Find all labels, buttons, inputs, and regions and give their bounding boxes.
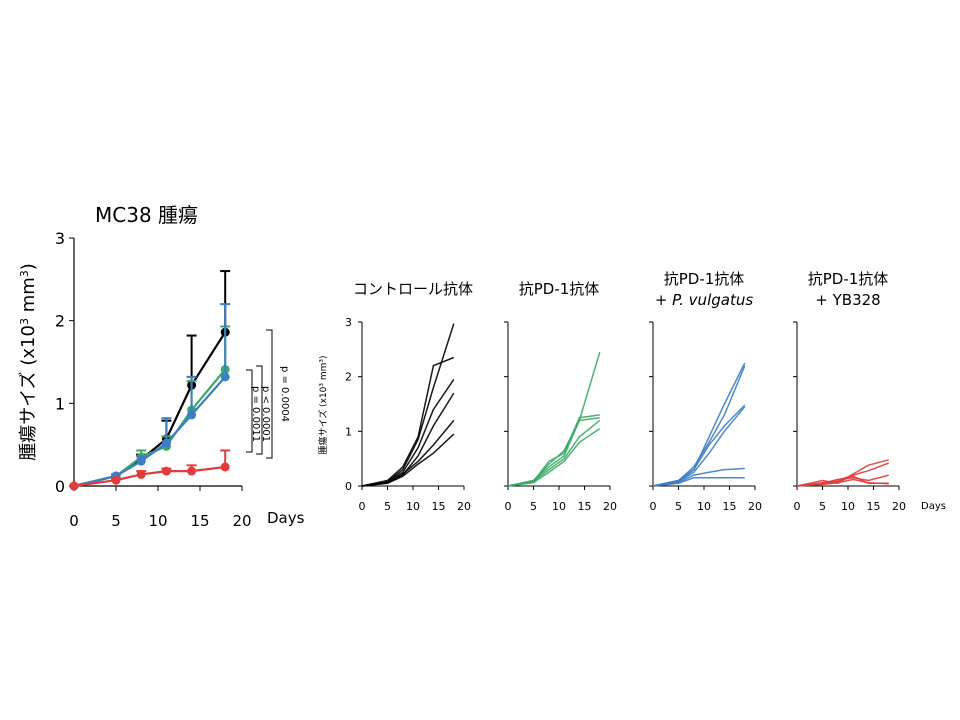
small-chart-1: コントロール抗体 0 1 2 3 0 5 10 15 20 [345,280,473,513]
left-y-axis-label-close: ) [18,263,39,270]
small-chart-4: 抗PD-1抗体 + YB328 0 5 10 15 20 [793,270,906,513]
individual-curve [361,419,455,487]
left-series-1 [69,325,231,491]
small-chart-subtitle: + P. vulgatus [655,291,754,309]
small-x-tick-label: 20 [748,500,762,513]
left-data-point [220,462,230,472]
left-data-point [111,475,121,485]
small-x-tick-label: 0 [650,500,657,513]
left-data-point [136,469,146,479]
small-x-tick-label: 15 [867,500,881,513]
small-x-tick-label: 5 [675,500,682,513]
small-x-tick-label: 15 [432,500,446,513]
left-series-line [73,368,227,488]
left-data-point [220,372,230,382]
small-x-tick-label: 10 [406,500,420,513]
left-x-tick-label: 5 [111,512,121,530]
individual-curve [652,477,745,487]
left-series-line [73,331,227,488]
individual-curve [361,378,455,487]
significance-brackets: p = 0.0011 p < 0.0001 p = 0.0004 [246,329,290,459]
individual-curves-panel: 腫瘍サイズ (x10³ mm³) Days コントロール抗体 0 1 2 3 0 5 10 15… [317,270,946,513]
left-y-tick-label: 3 [55,229,65,248]
left-x-tick-label: 20 [232,512,251,530]
left-x-tick-label: 10 [148,512,167,530]
bracket-1 [246,369,253,453]
left-series-2 [69,303,231,491]
small-x-tick-label: 5 [819,500,826,513]
small-chart-title: 抗PD-1抗体 [808,270,889,288]
small-y-tick-label: 1 [345,425,352,438]
pvalue-3: p = 0.0004 [279,366,290,422]
individual-curve [796,478,889,487]
small-chart-3: 抗PD-1抗体 + P. vulgatus 0 5 10 15 20 [649,270,762,513]
individual-curve [361,323,455,487]
left-chart-title: MC38 腫瘍 [95,203,198,227]
right-x-axis-label: Days [921,501,946,512]
individual-curve [652,362,746,487]
small-x-tick-label: 5 [530,500,537,513]
small-chart-title: 抗PD-1抗体 [664,270,745,288]
individual-curve [361,356,455,487]
individual-curve [361,433,455,487]
left-y-tick-label: 1 [55,394,65,413]
left-y-axis-label-sup1: 3 [18,318,31,325]
small-chart-subtitle: + YB328 [815,291,880,309]
individual-curve [507,414,600,487]
left-x-tick-label: 0 [69,512,79,530]
left-x-axis-label: Days [267,509,305,527]
small-x-tick-label: 15 [578,500,592,513]
small-x-tick-label: 20 [892,500,906,513]
individual-curve [507,416,600,487]
small-x-tick-label: 10 [841,500,855,513]
pvalue-1: p = 0.0011 [250,386,261,442]
bracket-3 [266,329,273,459]
left-series-line [73,376,227,488]
left-series-line [73,465,226,488]
individual-curve [507,419,601,487]
small-x-tick-label: 10 [552,500,566,513]
left-data-point [136,456,146,466]
individual-curve [652,406,746,487]
pvalue-2: p < 0.0001 [260,386,271,442]
small-y-tick-label: 2 [345,371,352,384]
individual-curve [652,365,746,487]
small-chart-title: コントロール抗体 [353,280,473,298]
small-x-tick-label: 0 [794,500,801,513]
small-chart-2: 抗PD-1抗体 0 5 10 15 20 [504,280,617,513]
left-series-0 [69,270,231,491]
small-x-tick-label: 0 [505,500,512,513]
left-data-point [161,466,171,476]
left-data-point [187,466,197,476]
small-x-tick-label: 0 [359,500,366,513]
small-chart-title: 抗PD-1抗体 [519,280,600,298]
small-x-tick-label: 15 [723,500,737,513]
left-x-tick-label: 15 [190,512,209,530]
left-y-axis-label-prefix: 腫瘍サイズ (x10 [18,325,39,461]
left-y-axis-label: 腫瘍サイズ (x103 mm3) [18,263,40,461]
left-series-3 [69,449,231,491]
small-x-tick-label: 10 [697,500,711,513]
left-data-marks [69,270,231,491]
small-x-tick-label: 5 [384,500,391,513]
small-y-tick-label: 0 [345,480,352,493]
left-data-point [161,438,171,448]
left-y-tick-label: 2 [55,312,65,331]
individual-curve [507,427,601,487]
right-y-axis-label: 腫瘍サイズ (x10³ mm³) [317,355,329,454]
left-y-axis-label-sup2: 3 [18,270,31,277]
bracket-2 [256,365,263,455]
small-y-tick-label: 3 [345,316,352,329]
left-axes: 0 1 2 3 0 5 10 15 20 [55,229,252,530]
left-y-axis-label-mid: mm [18,277,39,318]
left-data-point [69,481,79,491]
left-data-point [187,410,197,420]
small-x-tick-label: 20 [603,500,617,513]
small-x-tick-label: 20 [457,500,471,513]
left-y-tick-label: 0 [55,477,65,496]
